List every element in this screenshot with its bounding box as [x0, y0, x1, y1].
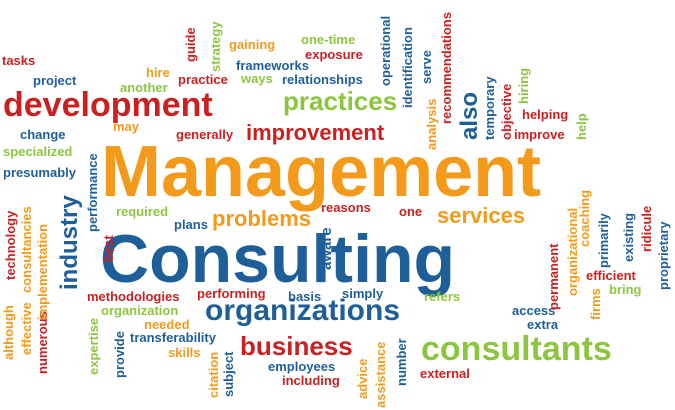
word-also: also — [456, 91, 483, 140]
word-project: project — [33, 73, 77, 88]
word-hire: hire — [146, 65, 170, 80]
word-relationships: relationships — [282, 72, 363, 87]
word-services: services — [437, 203, 526, 228]
word-gaining: gaining — [229, 37, 276, 52]
word-performance: performance — [85, 153, 100, 232]
word-problems: problems — [212, 206, 312, 231]
word-permanent: permanent — [546, 243, 561, 310]
word-implementation: implementation — [35, 223, 50, 320]
word-may: may — [113, 119, 140, 134]
word-needed: needed — [144, 317, 190, 332]
word-firms: firms — [588, 288, 603, 320]
word-tasks: tasks — [2, 53, 36, 68]
word-help: help — [574, 113, 589, 140]
word-effective: effective — [19, 302, 34, 355]
word-development: development — [3, 86, 213, 124]
word-access: access — [512, 303, 556, 318]
word-best: best — [101, 235, 116, 262]
word-assistance: assistance — [373, 341, 388, 409]
word-objective: objective — [499, 83, 514, 140]
word-number: number — [394, 338, 409, 386]
word-bring: bring — [609, 282, 642, 297]
word-subject: subject — [221, 351, 236, 397]
word-refers: refers — [424, 289, 461, 304]
word-presumably: presumably — [3, 165, 76, 180]
word-one: one — [399, 204, 423, 219]
word-organizations: organizations — [205, 294, 401, 327]
word-change: change — [20, 127, 66, 142]
word-identification: identification — [400, 27, 415, 108]
word-practices: practices — [283, 86, 398, 116]
word-existing: existing — [621, 212, 636, 262]
word-including: including — [282, 373, 340, 388]
word-recommendations: recommendations — [439, 12, 454, 124]
word-aware: aware — [318, 227, 335, 270]
word-coaching: coaching — [577, 189, 592, 247]
word-frameworks: frameworks — [236, 58, 309, 73]
word-generally: generally — [176, 127, 234, 142]
word-business: business — [240, 331, 353, 361]
word-ways: ways — [241, 71, 273, 86]
word-technology: technology — [3, 210, 18, 280]
word-although: although — [1, 305, 16, 360]
word-plans: plans — [174, 217, 208, 232]
word-reasons: reasons — [321, 200, 371, 215]
word-extra: extra — [527, 317, 559, 332]
word-transferability: transferability — [130, 330, 216, 345]
word-hiring: hiring — [516, 67, 531, 104]
word-efficient: efficient — [586, 268, 636, 283]
word-operational: operational — [378, 15, 393, 86]
word-external: external — [420, 366, 470, 381]
word-serve: serve — [419, 50, 434, 84]
word-another: another — [120, 80, 168, 95]
word-advice: advice — [355, 358, 370, 399]
word-performing: performing — [197, 286, 266, 301]
word-industry: industry — [56, 195, 83, 290]
word-exposure: exposure — [305, 47, 363, 62]
word-strategy: strategy — [208, 21, 223, 72]
word-primarily: primarily — [596, 213, 611, 268]
word-simply: simply — [342, 286, 384, 301]
word-guide: guide — [183, 27, 198, 62]
word-one-time: one-time — [301, 32, 356, 47]
word-proprietary: proprietary — [656, 221, 671, 290]
word-consultants: consultants — [421, 330, 612, 368]
word-employees: employees — [268, 359, 336, 374]
word-organization: organization — [101, 303, 179, 318]
word-improvement: improvement — [246, 120, 385, 145]
word-ridicule: ridicule — [639, 205, 654, 252]
word-improve: improve — [514, 127, 565, 142]
word-methodologies: methodologies — [87, 289, 180, 304]
word-basis: basis — [288, 289, 322, 304]
word-consultancies: consultancies — [19, 206, 34, 293]
word-consulting: Consulting — [100, 221, 456, 297]
word-analysis: analysis — [424, 98, 439, 150]
word-temporary: temporary — [482, 76, 497, 140]
word-skills: skills — [168, 345, 201, 360]
word-citation: citation — [206, 351, 221, 398]
word-management: Management — [101, 132, 542, 212]
word-provide: provide — [112, 331, 127, 378]
word-required: required — [116, 204, 169, 219]
word-expertise: expertise — [86, 317, 101, 375]
word-specialized: specialized — [3, 144, 73, 159]
word-practice: practice — [178, 72, 228, 87]
word-numerous: numerous — [35, 311, 50, 374]
word-helping: helping — [522, 107, 569, 122]
